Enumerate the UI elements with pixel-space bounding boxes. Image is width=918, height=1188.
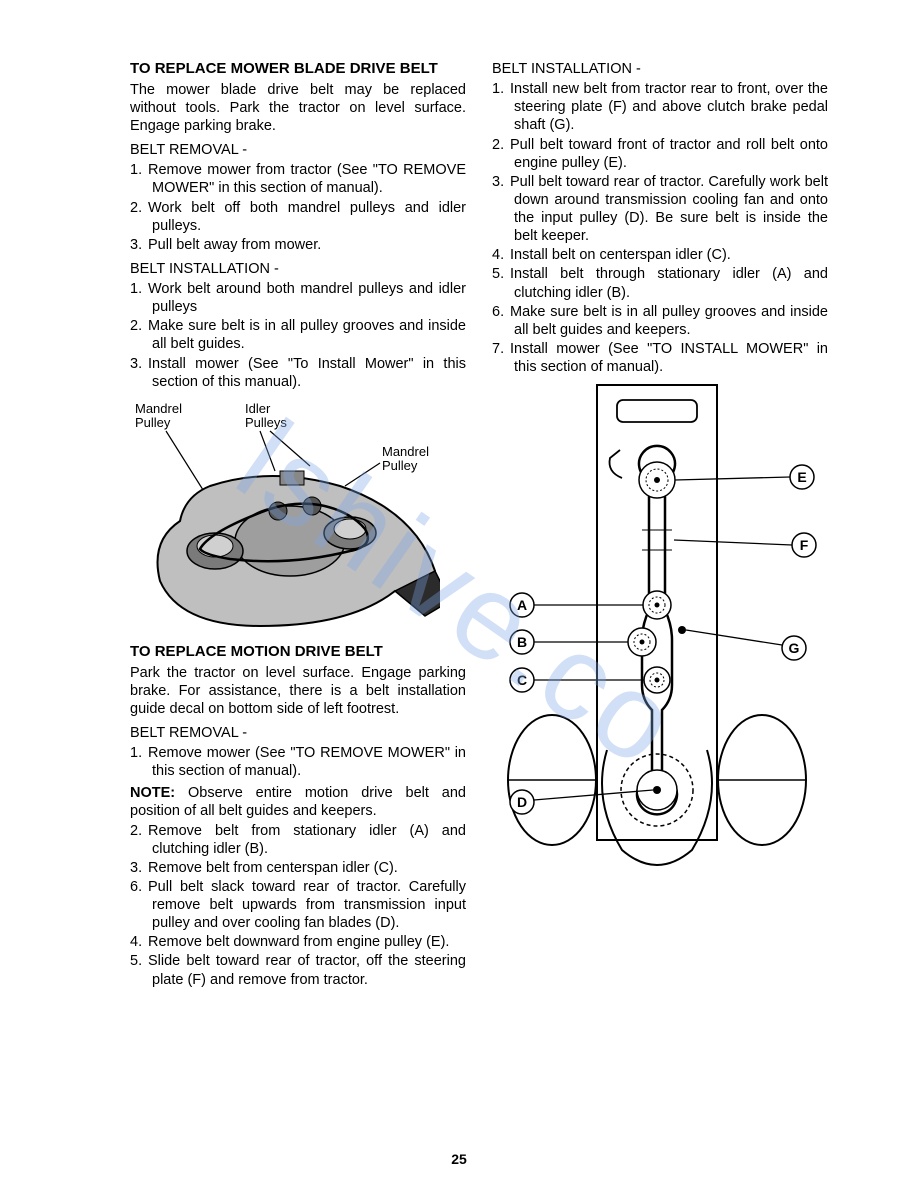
belt-removal2-list-cont: 2.Remove belt from stationary idler (A) …: [130, 822, 466, 989]
belt-install-list: 1.Work belt around both mandrel pulleys …: [130, 280, 466, 391]
note-label: NOTE:: [130, 785, 175, 801]
list-item: 3.Remove belt from centerspan idler (C).: [130, 859, 466, 877]
list-item: 2.Make sure belt is in all pulley groove…: [130, 317, 466, 353]
engine-pulley: [639, 462, 675, 498]
list-text: Pull belt toward front of tractor and ro…: [510, 137, 828, 171]
label-mandrel-left2: Pulley: [135, 415, 171, 430]
belt-install-heading: BELT INSTALLATION -: [130, 260, 466, 278]
svg-text:D: D: [517, 794, 527, 810]
list-text: Make sure belt is in all pulley grooves …: [510, 304, 828, 338]
list-item: 2.Remove belt from stationary idler (A) …: [130, 822, 466, 858]
list-item: 3.Pull belt toward rear of tractor. Care…: [492, 173, 828, 246]
clutching-idler: [628, 628, 656, 656]
stationary-idler: [643, 591, 671, 619]
label-idler2: Pulleys: [245, 415, 287, 430]
list-text: Remove belt from stationary idler (A) an…: [148, 823, 466, 857]
centerspan-idler: [644, 667, 670, 693]
section-title-motion-belt: TO REPLACE MOTION DRIVE BELT: [130, 643, 466, 662]
list-text: Remove mower (See "TO REMOVE MOWER" in t…: [148, 745, 466, 779]
page-number: 25: [0, 1151, 918, 1169]
list-item: 1.Remove mower from tractor (See "TO REM…: [130, 161, 466, 197]
list-text: Remove belt downward from engine pulley …: [148, 934, 449, 950]
list-text: Work belt off both mandrel pulleys and i…: [148, 200, 466, 234]
svg-text:A: A: [517, 597, 527, 613]
list-item: 4.Install belt on centerspan idler (C).: [492, 246, 828, 264]
list-item: 2.Pull belt toward front of tractor and …: [492, 136, 828, 172]
belt-removal2-list: 1.Remove mower (See "TO REMOVE MOWER" in…: [130, 744, 466, 780]
mower-deck-diagram: Mandrel Pulley Idler Pulleys Mandrel Pul…: [130, 401, 440, 631]
list-text: Pull belt slack toward rear of tractor. …: [148, 879, 466, 931]
list-item: 6.Make sure belt is in all pulley groove…: [492, 303, 828, 339]
note: NOTE: Observe entire motion drive belt a…: [130, 784, 466, 820]
list-text: Slide belt toward rear of tractor, off t…: [148, 953, 466, 987]
intro-paragraph-2: Park the tractor on level surface. Engag…: [130, 664, 466, 718]
belt-install2-heading: BELT INSTALLATION -: [492, 60, 828, 78]
list-item: 1.Work belt around both mandrel pulleys …: [130, 280, 466, 316]
page: lshive.co TO REPLACE MOWER BLADE DRIVE B…: [0, 0, 918, 1188]
note-text: Observe entire motion drive belt and pos…: [130, 785, 466, 819]
label-mandrel-left: Mandrel: [135, 401, 182, 416]
list-item: 3.Pull belt away from mower.: [130, 236, 466, 254]
list-item: 5.Slide belt toward rear of tractor, off…: [130, 952, 466, 988]
belt-install2-list: 1.Install new belt from tractor rear to …: [492, 80, 828, 376]
callout-C: C: [510, 668, 534, 692]
list-text: Remove mower from tractor (See "TO REMOV…: [148, 162, 466, 196]
two-column-layout: TO REPLACE MOWER BLADE DRIVE BELT The mo…: [130, 60, 828, 993]
svg-text:E: E: [797, 469, 806, 485]
list-text: Install belt on centerspan idler (C).: [510, 247, 731, 263]
pedal-shaft: [678, 626, 686, 634]
list-item: 4.Remove belt downward from engine pulle…: [130, 933, 466, 951]
belt-removal-heading: BELT REMOVAL -: [130, 141, 466, 159]
list-item: 2.Work belt off both mandrel pulleys and…: [130, 199, 466, 235]
label-mandrel-right2: Pulley: [382, 458, 418, 473]
list-item: 5.Install belt through stationary idler …: [492, 265, 828, 301]
callout-D: D: [510, 790, 534, 814]
list-text: Pull belt away from mower.: [148, 237, 321, 253]
intro-paragraph: The mower blade drive belt may be replac…: [130, 81, 466, 135]
callout-E: E: [790, 465, 814, 489]
right-column: BELT INSTALLATION - 1.Install new belt f…: [492, 60, 828, 993]
label-mandrel-right: Mandrel: [382, 444, 429, 459]
label-idler: Idler: [245, 401, 271, 416]
left-column: TO REPLACE MOWER BLADE DRIVE BELT The mo…: [130, 60, 466, 993]
belt-removal-list: 1.Remove mower from tractor (See "TO REM…: [130, 161, 466, 254]
list-text: Remove belt from centerspan idler (C).: [148, 860, 398, 876]
list-text: Install mower (See "To Install Mower" in…: [148, 356, 466, 390]
list-item: 3.Install mower (See "To Install Mower" …: [130, 355, 466, 391]
list-text: Install belt through stationary idler (A…: [510, 266, 828, 300]
list-item: 1.Remove mower (See "TO REMOVE MOWER" in…: [130, 744, 466, 780]
callout-F: F: [792, 533, 816, 557]
svg-text:G: G: [789, 640, 800, 656]
list-text: Install new belt from tractor rear to fr…: [510, 81, 828, 133]
belt-removal2-heading: BELT REMOVAL -: [130, 724, 466, 742]
list-text: Install mower (See "TO INSTALL MOWER" in…: [510, 341, 828, 375]
svg-text:F: F: [800, 537, 809, 553]
list-text: Pull belt toward rear of tractor. Carefu…: [510, 174, 828, 244]
list-item: 1.Install new belt from tractor rear to …: [492, 80, 828, 134]
list-text: Work belt around both mandrel pulleys an…: [148, 281, 466, 315]
svg-text:B: B: [517, 634, 527, 650]
list-text: Make sure belt is in all pulley grooves …: [148, 318, 466, 352]
svg-text:C: C: [517, 672, 527, 688]
list-item: 7.Install mower (See "TO INSTALL MOWER" …: [492, 340, 828, 376]
tractor-belt-diagram: E F G A B C D: [492, 380, 832, 920]
callout-G: G: [782, 636, 806, 660]
callout-B: B: [510, 630, 534, 654]
section-title-blade-belt: TO REPLACE MOWER BLADE DRIVE BELT: [130, 60, 466, 79]
list-item: 6.Pull belt slack toward rear of tractor…: [130, 878, 466, 932]
callout-A: A: [510, 593, 534, 617]
